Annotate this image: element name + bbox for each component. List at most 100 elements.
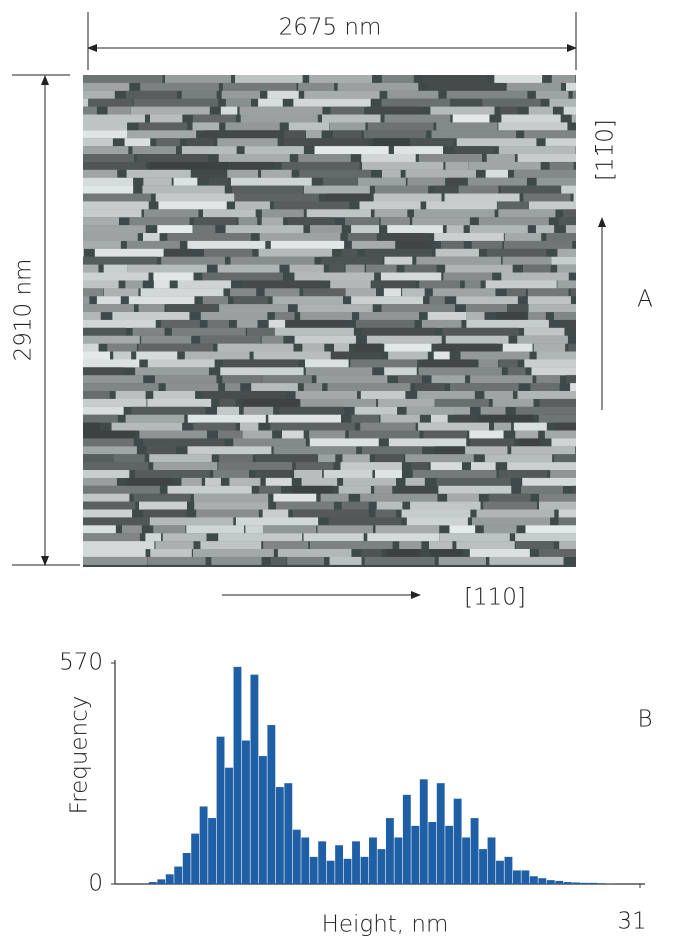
afm-grain xyxy=(469,430,504,439)
afm-grain xyxy=(83,359,140,368)
afm-grain xyxy=(132,327,165,336)
afm-grain xyxy=(432,288,496,297)
afm-grain xyxy=(148,556,206,565)
afm-grain xyxy=(317,525,373,534)
histogram-bar xyxy=(352,841,360,884)
afm-grain xyxy=(571,114,576,123)
afm-grain xyxy=(273,493,317,502)
afm-grain xyxy=(222,375,262,384)
afm-grain xyxy=(258,98,283,107)
afm-grain xyxy=(83,470,130,478)
afm-grain xyxy=(272,296,344,305)
histogram-bar xyxy=(199,806,208,884)
afm-grain xyxy=(539,398,576,407)
afm-grain xyxy=(515,430,539,439)
afm-grain xyxy=(259,485,281,494)
afm-grain xyxy=(472,517,551,526)
afm-grain xyxy=(83,304,134,313)
afm-grain xyxy=(480,406,506,415)
afm-grain xyxy=(140,82,219,91)
afm-grain xyxy=(273,446,357,455)
afm-grain xyxy=(314,146,389,155)
afm-grain xyxy=(83,533,140,542)
afm-grain xyxy=(450,98,483,107)
afm-grain xyxy=(354,406,398,415)
afm-grain xyxy=(267,90,299,99)
afm-grain xyxy=(203,248,253,257)
afm-grain xyxy=(83,185,134,194)
afm-grain xyxy=(113,454,145,463)
afm-grain xyxy=(329,556,362,565)
afm-grain xyxy=(341,248,358,257)
afm-grain xyxy=(536,351,576,360)
afm-grain xyxy=(341,501,369,510)
histogram-bar xyxy=(496,860,504,884)
afm-grain xyxy=(259,233,341,241)
afm-grain xyxy=(418,367,502,376)
afm-grain xyxy=(244,146,304,155)
afm-grain xyxy=(147,359,215,368)
afm-grain xyxy=(371,280,416,289)
afm-grain xyxy=(281,430,304,439)
afm-grain xyxy=(384,367,417,376)
afm-grain xyxy=(292,509,369,518)
afm-grain xyxy=(247,327,275,336)
afm-grain xyxy=(171,327,246,336)
afm-grain xyxy=(268,414,342,423)
afm-grain xyxy=(153,462,218,471)
afm-grain xyxy=(405,454,474,463)
histogram-bar xyxy=(258,756,267,884)
histogram-bar xyxy=(267,725,276,884)
afm-grain xyxy=(418,154,483,162)
afm-grain xyxy=(83,351,111,360)
histogram-bar xyxy=(428,821,437,884)
afm-grain xyxy=(164,75,232,83)
afm-grain xyxy=(157,225,193,234)
afm-grain xyxy=(140,288,224,297)
afm-grain xyxy=(300,312,352,320)
afm-grain xyxy=(361,549,382,557)
afm-grain xyxy=(262,375,312,384)
afm-grain xyxy=(476,509,555,518)
afm-grain xyxy=(329,264,345,273)
afm-grain xyxy=(535,225,555,234)
afm-grain xyxy=(471,240,503,249)
afm-grain xyxy=(433,351,450,360)
afm-grain xyxy=(374,209,408,218)
afm-grain xyxy=(197,169,220,178)
afm-grain xyxy=(549,98,576,107)
afm-grain xyxy=(202,272,283,281)
afm-grain xyxy=(507,367,526,376)
afm-grain xyxy=(193,225,216,234)
afm-grain xyxy=(429,296,445,305)
afm-grain xyxy=(524,327,565,336)
afm-grain xyxy=(133,98,219,107)
afm-grain xyxy=(530,383,560,392)
afm-grain xyxy=(380,414,420,423)
panel-label: B xyxy=(637,707,652,733)
afm-grain xyxy=(447,177,467,186)
afm-grain xyxy=(304,359,349,368)
afm-grain xyxy=(517,391,576,399)
afm-grain xyxy=(196,509,259,518)
afm-grain xyxy=(380,272,442,281)
afm-grain xyxy=(470,438,515,447)
afm-grain xyxy=(136,351,178,360)
afm-grain xyxy=(83,169,118,178)
afm-grain xyxy=(284,130,305,139)
histogram-bar xyxy=(563,882,572,884)
afm-grain xyxy=(300,398,377,407)
afm-grain xyxy=(139,501,187,510)
afm-grain xyxy=(306,209,371,218)
afm-grain xyxy=(142,185,225,194)
afm-grain xyxy=(305,367,373,376)
afm-grain xyxy=(345,288,376,297)
afm-grain xyxy=(236,319,258,328)
afm-grain xyxy=(83,541,155,550)
afm-grain xyxy=(572,327,576,336)
histogram-bar xyxy=(504,856,513,884)
histogram-bar xyxy=(402,794,411,884)
afm-grain xyxy=(402,288,425,297)
afm-grain xyxy=(204,130,283,139)
afm-grain xyxy=(342,454,370,463)
